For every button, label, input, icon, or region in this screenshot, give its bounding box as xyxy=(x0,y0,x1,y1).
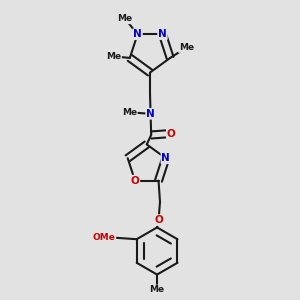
Text: N: N xyxy=(158,29,167,39)
Text: Me: Me xyxy=(179,43,194,52)
Text: O: O xyxy=(154,215,163,225)
Text: O: O xyxy=(167,128,176,139)
Text: OMe: OMe xyxy=(93,233,116,242)
Text: N: N xyxy=(161,153,170,163)
Text: Me: Me xyxy=(122,108,137,117)
Text: N: N xyxy=(146,109,155,119)
Text: Me: Me xyxy=(106,52,121,61)
Text: N: N xyxy=(133,29,142,39)
Text: Me: Me xyxy=(149,285,165,294)
Text: Me: Me xyxy=(118,14,133,23)
Text: O: O xyxy=(130,176,140,186)
